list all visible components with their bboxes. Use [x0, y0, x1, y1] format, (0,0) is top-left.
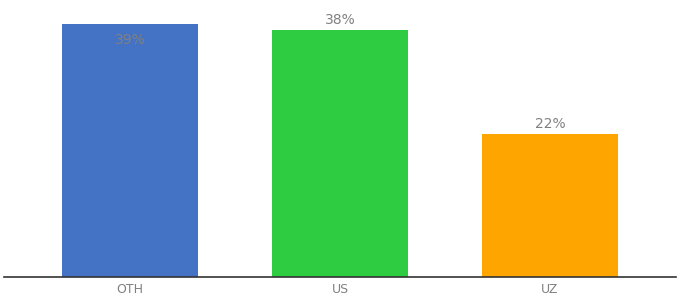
- Text: 39%: 39%: [115, 33, 146, 47]
- Text: 22%: 22%: [534, 117, 565, 131]
- Bar: [272, 30, 408, 277]
- Text: 38%: 38%: [324, 13, 356, 27]
- Bar: [481, 134, 618, 277]
- Bar: [62, 24, 199, 277]
